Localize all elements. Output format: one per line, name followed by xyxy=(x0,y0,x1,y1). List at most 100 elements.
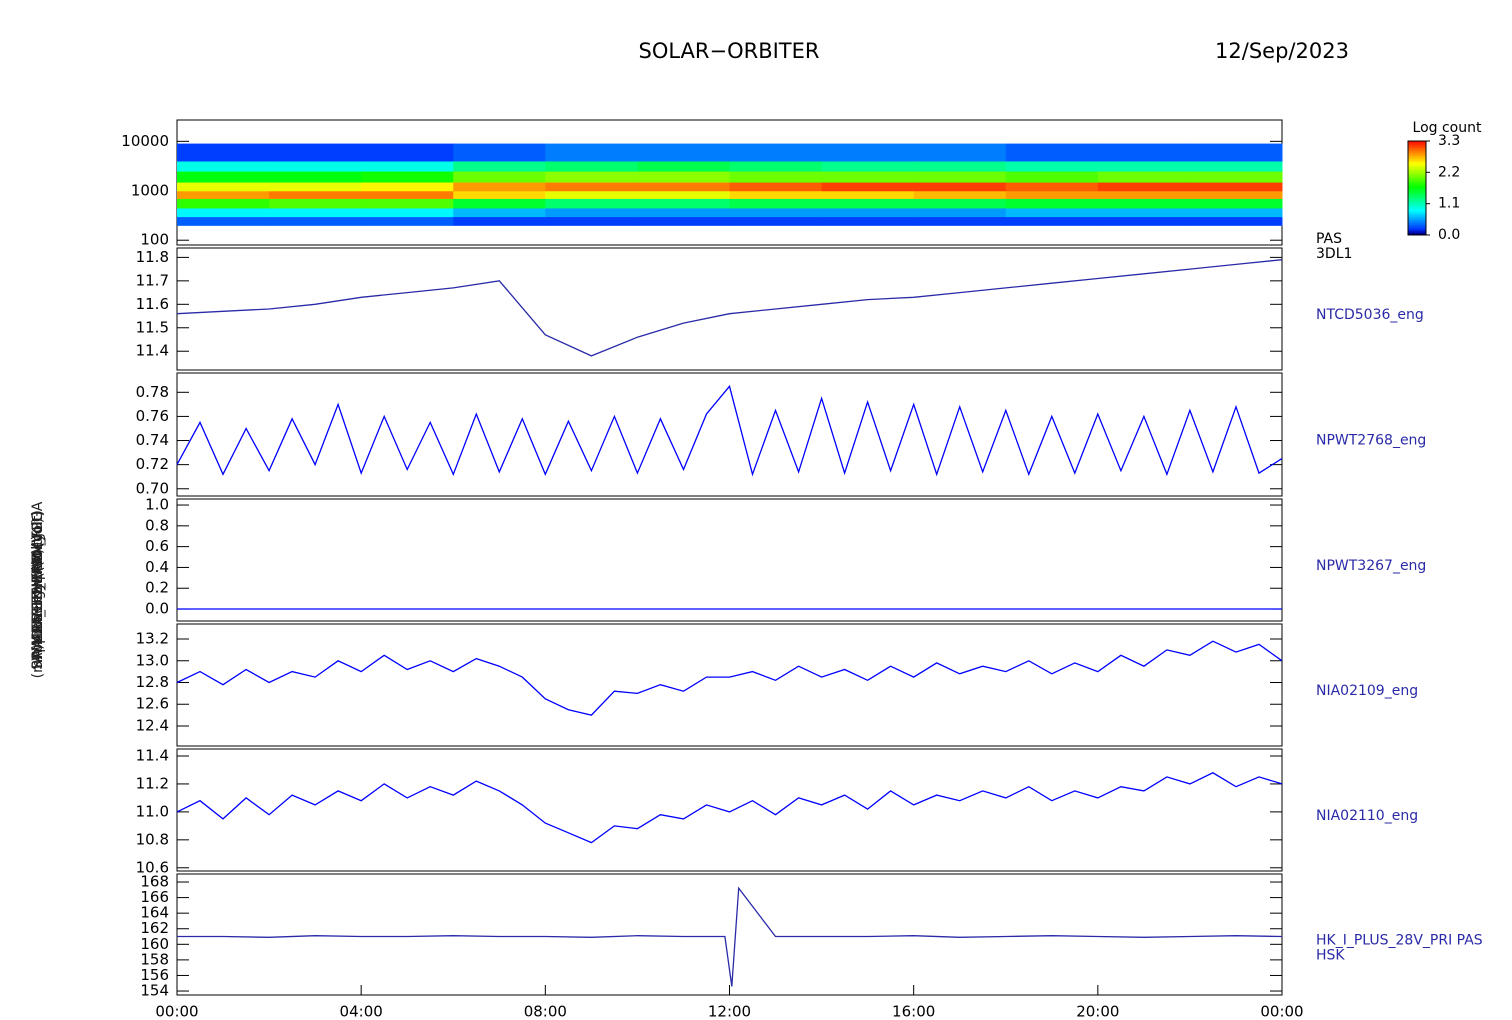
heat-cell xyxy=(1097,190,1191,199)
y-tick-label: 0.70 xyxy=(136,479,169,497)
panel-frame xyxy=(176,623,1283,747)
heat-cell xyxy=(821,143,915,162)
y-tick-label: 168 xyxy=(140,873,169,891)
heat-cell xyxy=(913,207,1007,218)
y-tick-label: 12.4 xyxy=(136,716,169,734)
heat-cell xyxy=(177,182,270,192)
series-line xyxy=(176,640,1283,716)
heat-cell xyxy=(913,198,1007,209)
heat-cell xyxy=(637,198,730,209)
heat-cell xyxy=(177,216,270,226)
chart-date: 12/Sep/2023 xyxy=(1215,39,1349,63)
heat-cell xyxy=(637,216,730,226)
x-tick-label: 00:00 xyxy=(155,1003,198,1020)
colorbar-step xyxy=(1408,183,1426,186)
y-axis-label: Energy (eV) xyxy=(30,549,46,632)
heat-cell xyxy=(361,216,454,226)
y-axis-label: MAG 1.5V (Volt) xyxy=(30,535,46,645)
colorbar-step xyxy=(1408,185,1426,188)
heat-cell xyxy=(729,190,823,199)
colorbar-step xyxy=(1408,219,1426,222)
y-tick-label: 11.5 xyxy=(136,318,169,336)
heat-cell xyxy=(821,190,915,199)
heat-cell xyxy=(453,143,546,162)
colorbar-step xyxy=(1408,167,1426,170)
colorbar-step xyxy=(1408,173,1426,176)
heat-cell xyxy=(361,161,454,172)
y-tick-label: 164 xyxy=(140,904,169,922)
panel-label: NPWT3267_eng xyxy=(1316,558,1426,574)
heat-cell xyxy=(913,182,1007,192)
panel-frame xyxy=(176,748,1283,872)
y-tick-label: 0.74 xyxy=(136,431,169,449)
panel-frame xyxy=(176,873,1283,996)
heat-cell xyxy=(453,171,546,183)
colorbar-step xyxy=(1408,217,1426,220)
heat-cell xyxy=(177,171,270,183)
series-line xyxy=(176,384,1283,477)
heat-cell xyxy=(1005,207,1099,218)
y-tick-label: 156 xyxy=(140,966,169,984)
heat-cell xyxy=(545,161,638,172)
colorbar-step xyxy=(1408,227,1426,230)
y-tick-label: 11.8 xyxy=(136,248,169,266)
heat-cell xyxy=(729,198,823,209)
heat-cell xyxy=(729,182,823,192)
colorbar-step xyxy=(1408,175,1426,178)
x-tick-label: 16:00 xyxy=(892,1003,935,1020)
colorbar-step xyxy=(1408,145,1426,148)
colorbar-step xyxy=(1408,209,1426,212)
heat-cell xyxy=(453,216,546,226)
panel-label: 3DL1 xyxy=(1316,246,1352,262)
heat-cell xyxy=(453,207,546,218)
colorbar-step xyxy=(1408,231,1426,234)
y-axis-label: SWA-EAS THERM (Volt) xyxy=(30,510,46,670)
colorbar-step xyxy=(1408,161,1426,164)
heat-cell xyxy=(269,190,362,199)
heat-cell xyxy=(1005,182,1099,192)
y-tick-label: 13.0 xyxy=(136,651,169,669)
colorbar-step xyxy=(1408,141,1426,144)
panel-label: NIA02109_eng xyxy=(1316,683,1418,699)
colorbar-step xyxy=(1408,221,1426,224)
colorbar-step xyxy=(1408,187,1426,190)
colorbar-step xyxy=(1408,199,1426,202)
y-tick-label: 0.8 xyxy=(145,516,169,534)
y-axis-label: RPW LFR THERM (Volt) xyxy=(30,511,46,669)
y-tick-label: 11.0 xyxy=(136,802,169,820)
heat-cell xyxy=(637,161,730,172)
panel-label: NPWT2768_eng xyxy=(1316,433,1426,449)
colorbar-step xyxy=(1408,153,1426,156)
y-axis-label: (mA) DM_HK_IMON_FPGA xyxy=(30,501,46,678)
heat-cell xyxy=(1097,143,1191,162)
colorbar-tick-label: 3.3 xyxy=(1438,133,1460,149)
heat-cell xyxy=(545,182,638,192)
heat-cell xyxy=(1097,198,1191,209)
colorbar-step xyxy=(1408,147,1426,150)
y-tick-label: 13.2 xyxy=(136,630,169,648)
y-tick-label: 11.4 xyxy=(136,342,169,360)
y-tick-label: 11.6 xyxy=(136,295,169,313)
heat-cell xyxy=(821,198,915,209)
heat-cell xyxy=(913,216,1007,226)
heat-cell xyxy=(729,171,823,183)
colorbar-step xyxy=(1408,195,1426,198)
heat-cell xyxy=(177,207,270,218)
heat-cell xyxy=(453,182,546,192)
colorbar-step xyxy=(1408,197,1426,200)
heat-cell xyxy=(913,171,1007,183)
heat-cell xyxy=(1189,216,1283,226)
heat-cell xyxy=(637,207,730,218)
heat-cell xyxy=(269,161,362,172)
heat-cell xyxy=(453,198,546,209)
heat-cell xyxy=(453,161,546,172)
panel-label: NTCD5036_eng xyxy=(1316,307,1424,323)
heat-cell xyxy=(729,143,823,162)
panel-frame xyxy=(176,372,1283,497)
heat-cell xyxy=(269,216,362,226)
heat-cell xyxy=(1189,143,1283,162)
heat-cell xyxy=(1189,190,1283,199)
heat-cell xyxy=(269,182,362,192)
colorbar-tick-label: 1.1 xyxy=(1438,196,1460,212)
heat-cell xyxy=(1189,182,1283,192)
